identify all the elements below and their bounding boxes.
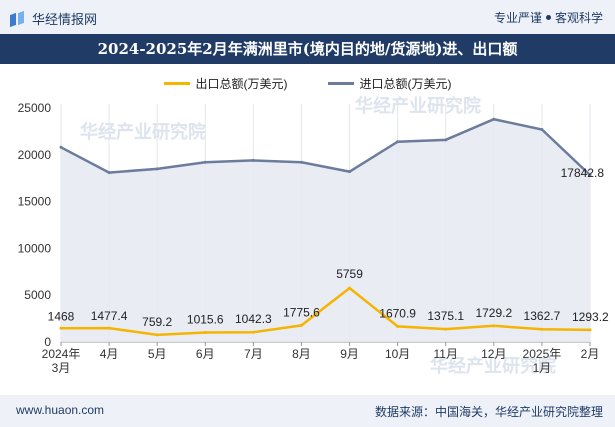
chart-legend: 出口总额(万美元) 进口总额(万美元) xyxy=(0,73,615,93)
y-tick-label: 10000 xyxy=(18,241,52,255)
watermark-text: 华经产业研究院 xyxy=(355,96,481,116)
import-point xyxy=(492,117,496,121)
export-point xyxy=(155,333,159,337)
legend-item-export[interactable]: 出口总额(万美元) xyxy=(163,75,288,92)
x-tick-label: 2024年 3月 xyxy=(42,347,81,375)
x-tick-label: 6月 xyxy=(196,347,215,361)
watermark-text: 华经产业研究院 xyxy=(80,122,206,142)
export-data-label: 1375.1 xyxy=(427,309,464,323)
export-data-label: 759.2 xyxy=(142,315,172,329)
y-tick-label: 5000 xyxy=(24,288,51,302)
import-point xyxy=(59,145,63,149)
top-bar: 华经情报网 专业严谨 客观科学 xyxy=(0,0,615,34)
import-point xyxy=(588,173,592,177)
export-data-label: 5759 xyxy=(336,267,363,281)
export-data-label: 1293.2 xyxy=(572,310,609,324)
export-point xyxy=(540,327,544,331)
export-data-label: 1015.6 xyxy=(187,312,224,326)
export-point xyxy=(107,326,111,330)
import-point xyxy=(251,158,255,162)
export-point xyxy=(59,326,63,330)
import-area xyxy=(61,119,590,343)
export-data-label: 1477.4 xyxy=(91,309,128,323)
export-data-label: 1468 xyxy=(48,309,75,323)
export-point xyxy=(348,286,352,290)
legend-swatch-export xyxy=(163,81,190,85)
export-point xyxy=(203,330,207,334)
y-tick-label: 20000 xyxy=(18,148,52,162)
chart-title: 2024-2025年2月年满洲里市(境内目的地/货源地)进、出口额 xyxy=(0,34,615,64)
bullet-dot-icon xyxy=(545,15,551,20)
legend-label-export: 出口总额(万美元) xyxy=(195,76,288,91)
legend-label-import: 进口总额(万美元) xyxy=(359,76,452,91)
export-data-label: 1042.3 xyxy=(235,312,272,326)
tagline-b: 客观科学 xyxy=(554,11,603,25)
x-tick-label: 2025年 1月 xyxy=(523,347,562,375)
tagline-a: 专业严谨 xyxy=(493,11,542,25)
import-point xyxy=(396,140,400,144)
x-tick-label: 12月 xyxy=(481,347,506,361)
watermark-text: 华经产业研究院 xyxy=(430,356,556,376)
import-point xyxy=(155,167,159,171)
export-point xyxy=(396,324,400,328)
import-point xyxy=(444,138,448,142)
brand-name: 华经情报网 xyxy=(32,12,98,27)
y-tick-label: 0 xyxy=(44,335,51,349)
x-tick-label: 5月 xyxy=(148,347,167,361)
export-data-label: 1775.6 xyxy=(283,305,320,319)
export-point xyxy=(299,323,303,327)
import-point xyxy=(540,128,544,132)
import-data-label: 17842.8 xyxy=(561,166,605,180)
export-data-label: 1670.9 xyxy=(379,306,416,320)
import-point xyxy=(348,170,352,174)
tagline: 专业严谨 客观科学 xyxy=(494,9,603,26)
y-tick-label: 25000 xyxy=(18,101,52,115)
x-tick-label: 8月 xyxy=(292,347,311,361)
legend-item-import[interactable]: 进口总额(万美元) xyxy=(327,75,452,92)
export-point xyxy=(492,324,496,328)
import-point xyxy=(107,171,111,175)
import-point xyxy=(203,160,207,164)
x-tick-label: 10月 xyxy=(385,347,410,361)
export-data-label: 1729.2 xyxy=(475,306,512,320)
legend-swatch-import xyxy=(327,81,354,85)
x-tick-label: 4月 xyxy=(100,347,119,361)
x-tick-label: 2月 xyxy=(581,347,600,361)
footer-site-link[interactable]: www.huaon.com xyxy=(16,403,105,417)
import-line xyxy=(60,117,591,176)
footer: www.huaon.com 数据来源：中国海关，华经产业研究院整理 xyxy=(0,395,615,427)
x-tick-label: 11月 xyxy=(433,347,457,361)
export-line xyxy=(60,286,591,337)
export-point xyxy=(251,330,255,334)
export-point xyxy=(444,327,448,331)
y-tick-label: 15000 xyxy=(18,195,52,209)
export-data-label: 1362.7 xyxy=(524,309,561,323)
brand[interactable]: 华经情报网 xyxy=(10,9,97,28)
x-tick-label: 9月 xyxy=(340,347,359,361)
x-tick-label: 7月 xyxy=(244,347,263,361)
footer-source: 数据来源：中国海关，华经产业研究院整理 xyxy=(374,405,603,419)
import-point xyxy=(299,160,303,164)
export-point xyxy=(588,328,592,332)
